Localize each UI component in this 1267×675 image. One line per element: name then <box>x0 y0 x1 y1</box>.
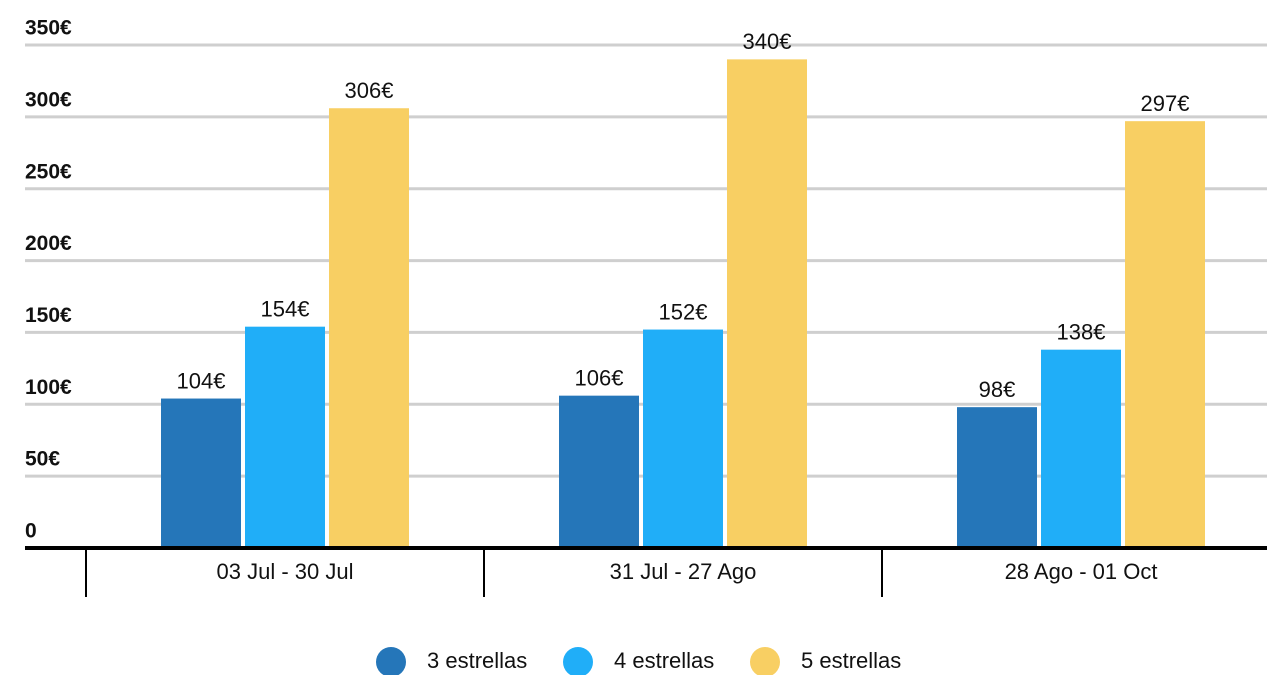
data-label: 152€ <box>659 299 708 324</box>
legend-label: 3 estrellas <box>427 648 527 673</box>
bar <box>643 329 723 548</box>
legend-swatch <box>750 647 780 675</box>
data-label: 340€ <box>743 29 792 54</box>
bar <box>245 326 325 548</box>
y-tick-label: 300€ <box>25 88 72 111</box>
data-label: 297€ <box>1141 91 1190 116</box>
data-label: 106€ <box>575 365 624 390</box>
legend-swatch <box>376 647 406 675</box>
data-label: 306€ <box>345 78 394 103</box>
bar <box>727 59 807 548</box>
y-tick-label: 0 <box>25 520 37 543</box>
data-label: 138€ <box>1057 319 1106 344</box>
legend-label: 4 estrellas <box>614 648 714 673</box>
x-tick-label: 31 Jul - 27 Ago <box>610 559 757 584</box>
bar <box>957 407 1037 548</box>
y-tick-label: 50€ <box>25 448 60 471</box>
bar <box>161 398 241 548</box>
y-tick-label: 150€ <box>25 304 72 327</box>
data-label: 98€ <box>979 377 1016 402</box>
y-tick-label: 350€ <box>25 17 72 40</box>
bar <box>329 108 409 548</box>
bar <box>559 395 639 548</box>
legend-swatch <box>563 647 593 675</box>
x-tick-label: 03 Jul - 30 Jul <box>217 559 354 584</box>
y-tick-label: 100€ <box>25 376 72 399</box>
bar <box>1041 349 1121 548</box>
data-label: 104€ <box>177 368 226 393</box>
bar <box>1125 121 1205 548</box>
data-label: 154€ <box>261 296 310 321</box>
x-tick-label: 28 Ago - 01 Oct <box>1005 559 1158 584</box>
y-tick-label: 200€ <box>25 232 72 255</box>
legend-label: 5 estrellas <box>801 648 901 673</box>
y-tick-label: 250€ <box>25 160 72 183</box>
